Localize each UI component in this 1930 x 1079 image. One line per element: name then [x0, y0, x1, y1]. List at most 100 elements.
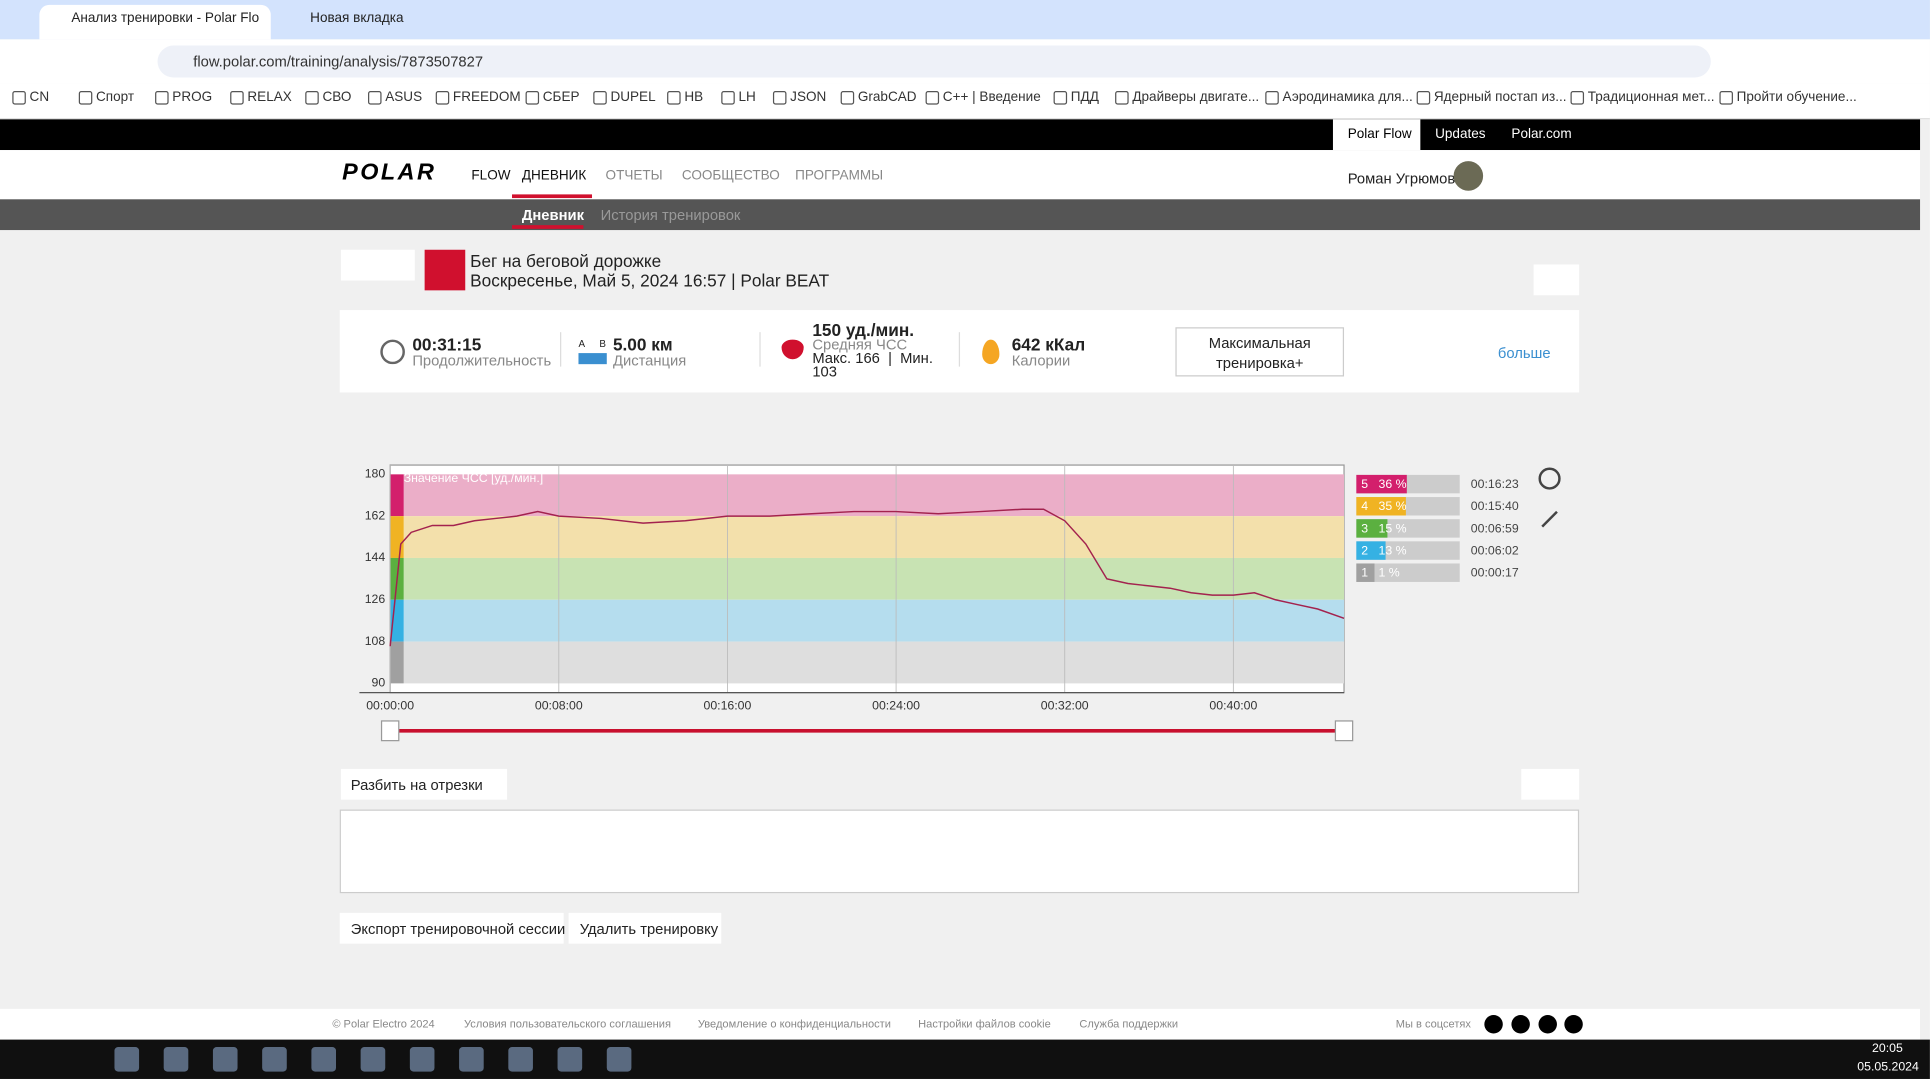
bookmark[interactable]: DUPEL	[610, 89, 656, 105]
zone-band	[403, 516, 1345, 558]
bookmark[interactable]: PROG	[172, 89, 213, 105]
bookmark-icon	[667, 91, 681, 105]
taskbar-icon[interactable]	[557, 1046, 583, 1072]
session-date: Воскресенье, Май 5, 2024 16:57 | Polar B…	[470, 270, 830, 291]
active-tab	[39, 4, 271, 40]
taskbar-icon[interactable]	[508, 1046, 533, 1072]
y-tick-label: 108	[365, 634, 386, 648]
more-link[interactable]: больше	[1497, 344, 1551, 362]
distance-label: Дистанция	[612, 351, 687, 370]
footer-link[interactable]: Настройки файлов cookie	[918, 1017, 1051, 1030]
taskbar-icon[interactable]	[360, 1046, 386, 1072]
bookmark[interactable]: ПДД	[1070, 89, 1099, 105]
bookmark[interactable]: FREEDOM	[452, 89, 521, 105]
footer-link[interactable]: © Polar Electro 2024	[332, 1017, 435, 1030]
taskbar-icon[interactable]	[114, 1046, 140, 1072]
taskbar-icon[interactable]	[212, 1046, 238, 1072]
bookmark[interactable]: Ядерный постап из...	[1433, 89, 1567, 105]
top-link[interactable]: Updates	[1435, 126, 1486, 142]
logo[interactable]: POLAR	[342, 159, 437, 186]
nav-item[interactable]: ПРОГРАММЫ	[795, 168, 884, 184]
zone-strip	[390, 474, 404, 517]
distance: 5.00 км	[612, 334, 673, 355]
export-button[interactable]: Экспорт тренировочной сессии	[339, 912, 565, 944]
taskbar-icon[interactable]	[606, 1046, 632, 1072]
avatar[interactable]	[1453, 161, 1484, 191]
bookmark[interactable]: Аэродинамика для...	[1282, 89, 1413, 105]
settings-button[interactable]	[1538, 467, 1561, 490]
laps-box	[339, 809, 1580, 894]
zone-label: 2	[1361, 543, 1368, 557]
bookmark[interactable]: НВ	[684, 89, 704, 105]
social-icon[interactable]	[1511, 1014, 1530, 1034]
nav-item[interactable]: ОТЧЕТЫ	[605, 168, 663, 184]
bookmark[interactable]: Драйверы двигате...	[1132, 89, 1260, 105]
hr-chart: 5 36 % 00:16:23 4 35 % 00:15:40 3 15 % 00:06:59 2…	[359, 464, 1561, 742]
bookmark[interactable]: GrabCAD	[857, 89, 917, 105]
prev-next[interactable]	[340, 249, 415, 281]
url[interactable]: flow.polar.com/training/analysis/7873507…	[193, 52, 484, 71]
nav-item[interactable]: СООБЩЕСТВО	[681, 168, 780, 184]
address-bar[interactable]	[157, 45, 1711, 78]
footer-link[interactable]: Условия пользовательского соглашения	[464, 1017, 671, 1030]
bookmark[interactable]: Традиционная мет...	[1587, 89, 1715, 105]
tab-title[interactable]: Анализ тренировки - Polar Flo	[71, 11, 260, 26]
sub-nav-item[interactable]: История тренировок	[600, 206, 741, 224]
bookmark[interactable]: LH	[738, 89, 756, 105]
bookmark[interactable]: Пройти обучение...	[1736, 89, 1857, 105]
bookmark[interactable]: СВО	[322, 89, 352, 105]
top-link[interactable]: Polar.com	[1511, 126, 1572, 142]
user-name[interactable]: Роман Угрюмов	[1347, 169, 1456, 188]
footer-link[interactable]: Уведомление о конфиденциальности	[697, 1017, 891, 1030]
distance-b: B	[599, 338, 606, 350]
share-button[interactable]	[1533, 264, 1580, 296]
zone-time: 00:15:40	[1471, 499, 1519, 513]
bookmark-icon	[435, 91, 450, 105]
zone-legend-bg	[1356, 563, 1460, 582]
site-header	[0, 150, 1921, 200]
zone-band	[403, 599, 1345, 642]
top-link[interactable]: Polar Flow	[1347, 126, 1412, 142]
bookmarks-bar	[0, 83, 1930, 120]
bookmark[interactable]: Спорт	[96, 89, 135, 105]
taskbar-icon[interactable]	[311, 1046, 337, 1072]
bookmark[interactable]: JSON	[790, 89, 827, 105]
zone-legend-bar	[1356, 474, 1407, 494]
bookmark-icon	[305, 91, 319, 105]
lap-arrows[interactable]	[1521, 768, 1580, 800]
bookmark[interactable]: СБЕР	[542, 89, 580, 105]
taskbar-icon[interactable]	[262, 1046, 287, 1072]
social-icon[interactable]	[1484, 1014, 1503, 1034]
social-icon[interactable]	[1564, 1014, 1583, 1034]
nav-item[interactable]: ДНЕВНИК	[521, 168, 587, 184]
sport: Бег на беговой дорожке	[470, 250, 662, 271]
tab-title[interactable]: Новая вкладка	[310, 11, 404, 26]
bookmark[interactable]: RELAX	[247, 89, 292, 105]
x-tick-label: 00:24:00	[872, 698, 920, 712]
bookmark[interactable]: CN	[29, 89, 50, 105]
taskbar-icon[interactable]	[459, 1046, 484, 1072]
bookmark-icon	[772, 91, 787, 105]
top-bar	[0, 119, 1921, 151]
bookmark-icon	[840, 91, 855, 105]
expand-button[interactable]	[1541, 510, 1558, 528]
social-icon[interactable]	[1538, 1014, 1557, 1034]
delete-button[interactable]: Удалить тренировку	[568, 912, 722, 944]
split-button[interactable]: Разбить на отрезки	[340, 768, 508, 800]
bookmark-icon	[1053, 91, 1068, 105]
divider	[759, 332, 761, 367]
bookmark[interactable]: C++ | Введение	[942, 89, 1041, 105]
y-axis-label: Значение ЧСС [уд./мин.]	[404, 471, 543, 485]
zone-percent: 15 %	[1378, 521, 1406, 535]
zone-time: 00:06:02	[1471, 543, 1519, 557]
bookmark[interactable]: ASUS	[385, 89, 423, 105]
footer-link[interactable]: Служба поддержки	[1079, 1017, 1179, 1030]
slider-handle[interactable]	[380, 720, 400, 742]
benefit-button[interactable]: Максимальная тренировка+	[1175, 327, 1345, 377]
taskbar-icon[interactable]	[163, 1046, 189, 1072]
nav-item[interactable]: FLOW	[471, 168, 511, 184]
sub-nav-item[interactable]: Дневник	[521, 206, 584, 224]
slider-handle[interactable]	[1334, 720, 1354, 742]
zone-legend-bar	[1356, 541, 1386, 560]
taskbar-icon[interactable]	[409, 1046, 435, 1072]
